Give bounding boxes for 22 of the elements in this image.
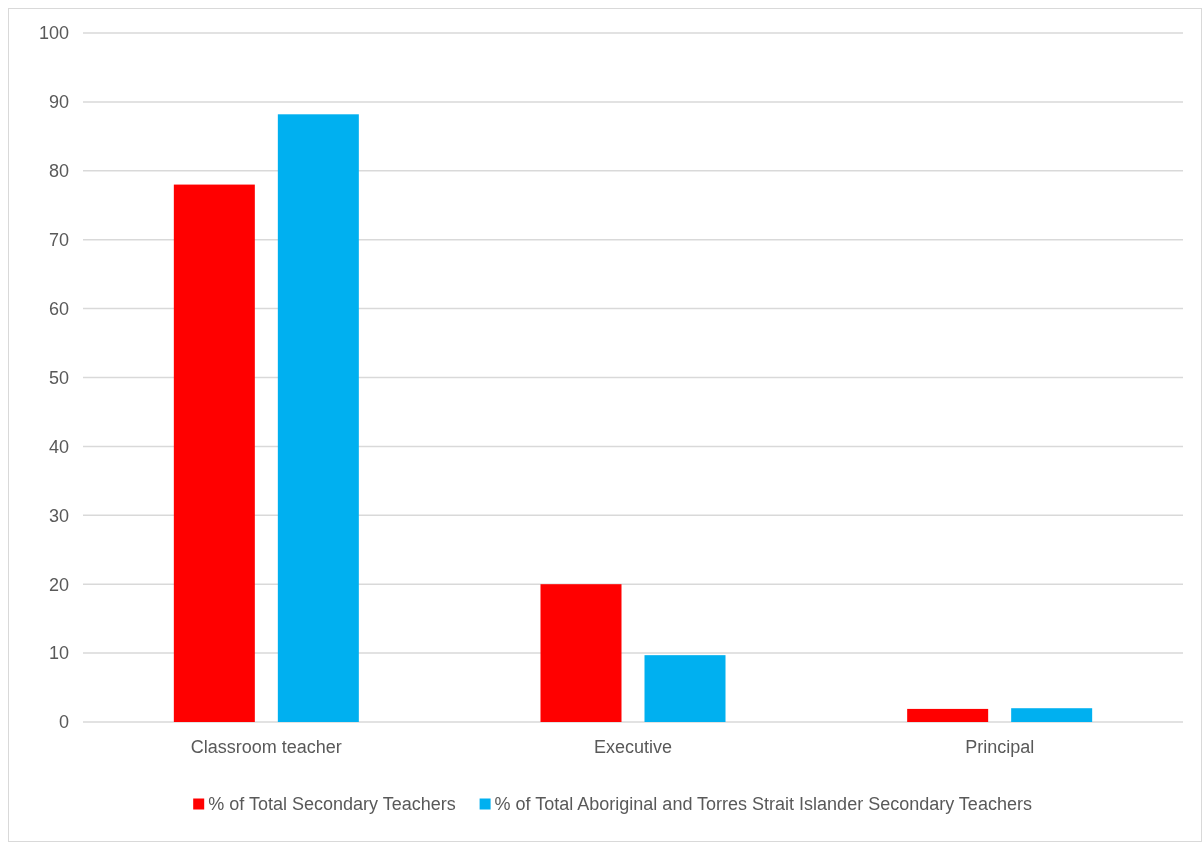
legend-label: % of Total Aboriginal and Torres Strait Islander Secondary Teachers: [494, 794, 1032, 815]
legend-label: % of Total Secondary Teachers: [208, 794, 456, 815]
bar: [277, 114, 359, 722]
y-tick-label: 60: [48, 298, 69, 319]
y-tick-label: 0: [58, 712, 69, 733]
y-tick-label: 100: [38, 23, 69, 44]
y-tick-label: 30: [48, 505, 69, 526]
y-tick-label: 20: [48, 574, 69, 595]
bar: [907, 708, 989, 722]
y-tick-label: 80: [48, 161, 69, 182]
bar: [173, 184, 255, 722]
x-tick-label: Classroom teacher: [190, 737, 342, 757]
x-tick-label: Executive: [593, 737, 673, 757]
y-tick-label: 10: [48, 643, 69, 664]
bar: [1011, 708, 1093, 722]
y-tick-label: 50: [48, 367, 69, 388]
x-tick-label: Principal: [965, 737, 1035, 757]
bar: [644, 655, 726, 722]
y-tick-label: 70: [48, 230, 69, 250]
bar: [540, 584, 622, 722]
y-tick-label: 40: [48, 436, 69, 457]
y-tick-label: 90: [48, 92, 69, 113]
